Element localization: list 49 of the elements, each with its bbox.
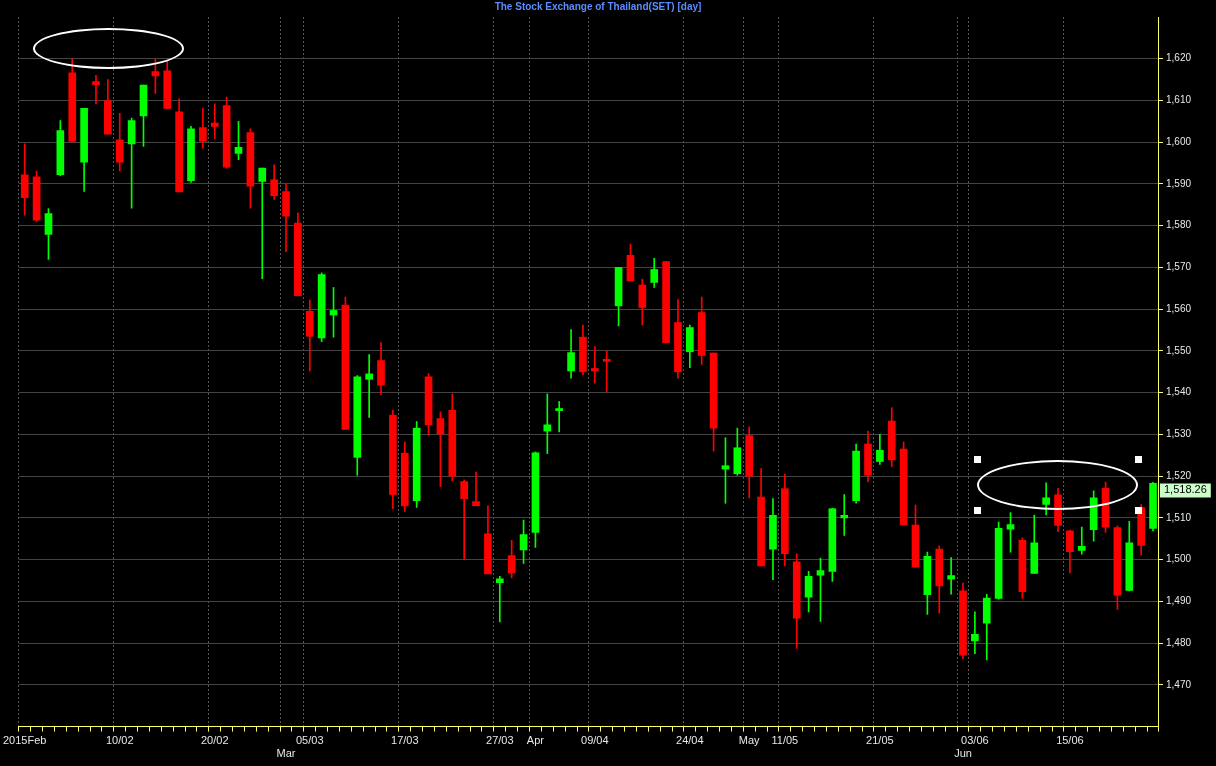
y-tick-label: 1,520 [1165, 469, 1192, 481]
y-tick-label: 1,580 [1165, 219, 1192, 231]
x-tick-label: 15/06 [1056, 734, 1084, 747]
y-tick-label: 1,540 [1165, 386, 1192, 398]
x-tick-label: 2015Feb [3, 734, 47, 747]
x-tick-label: May [738, 734, 761, 747]
y-tick-label: 1,480 [1165, 636, 1192, 648]
y-tick-label: 1,550 [1165, 344, 1192, 356]
x-tick-label: 20/02 [200, 734, 229, 747]
y-tick-label: 1,490 [1165, 595, 1192, 607]
candlestick [495, 576, 504, 623]
text: 1,518.26 [1163, 483, 1207, 496]
candlestick [210, 103, 219, 140]
x-tick-label: 27/03 [486, 734, 514, 747]
candlestick [840, 494, 849, 536]
candlestick [365, 354, 373, 418]
candlestick [602, 350, 611, 393]
y-tick-label: 1,470 [1165, 678, 1192, 690]
y-tick-label: 1,560 [1165, 302, 1192, 314]
x-tick-label: 09/04 [581, 734, 609, 747]
y-tick-label: 1,620 [1165, 52, 1192, 64]
x-tick-label: 11/05 [771, 734, 799, 747]
candlestick [258, 167, 267, 280]
x-tick-label: Jun [954, 747, 972, 760]
candlestick [555, 401, 564, 433]
candlestick [460, 479, 468, 560]
x-tick-label: 10/02 [105, 734, 134, 747]
candlestick [590, 346, 599, 384]
candlestick [1077, 526, 1086, 555]
y-tick-label: 1,500 [1165, 553, 1192, 565]
x-tick-label: 17/03 [391, 734, 419, 747]
x-tick-label: 21/05 [866, 734, 894, 747]
x-tick-label: 03/06 [961, 734, 989, 747]
y-tick-label: 1,610 [1165, 94, 1192, 106]
candlestick [947, 557, 955, 595]
x-tick-label: 24/04 [676, 734, 704, 747]
candlestick [971, 611, 979, 654]
candlestick [92, 75, 100, 105]
candlestick [543, 393, 552, 454]
chart-title: The Stock Exchange of Thailand(SET) [day] [494, 0, 702, 12]
candlestick [472, 471, 480, 507]
y-tick-label: 1,590 [1165, 177, 1192, 189]
x-tick-label: Apr [526, 734, 545, 747]
y-tick-label: 1,570 [1165, 261, 1192, 273]
x-tick-label: Mar [276, 747, 296, 760]
y-tick-label: 1,600 [1165, 135, 1192, 147]
y-tick-label: 1,530 [1165, 428, 1192, 440]
x-tick-label: 05/03 [296, 734, 324, 747]
y-tick-label: 1,510 [1165, 511, 1192, 523]
